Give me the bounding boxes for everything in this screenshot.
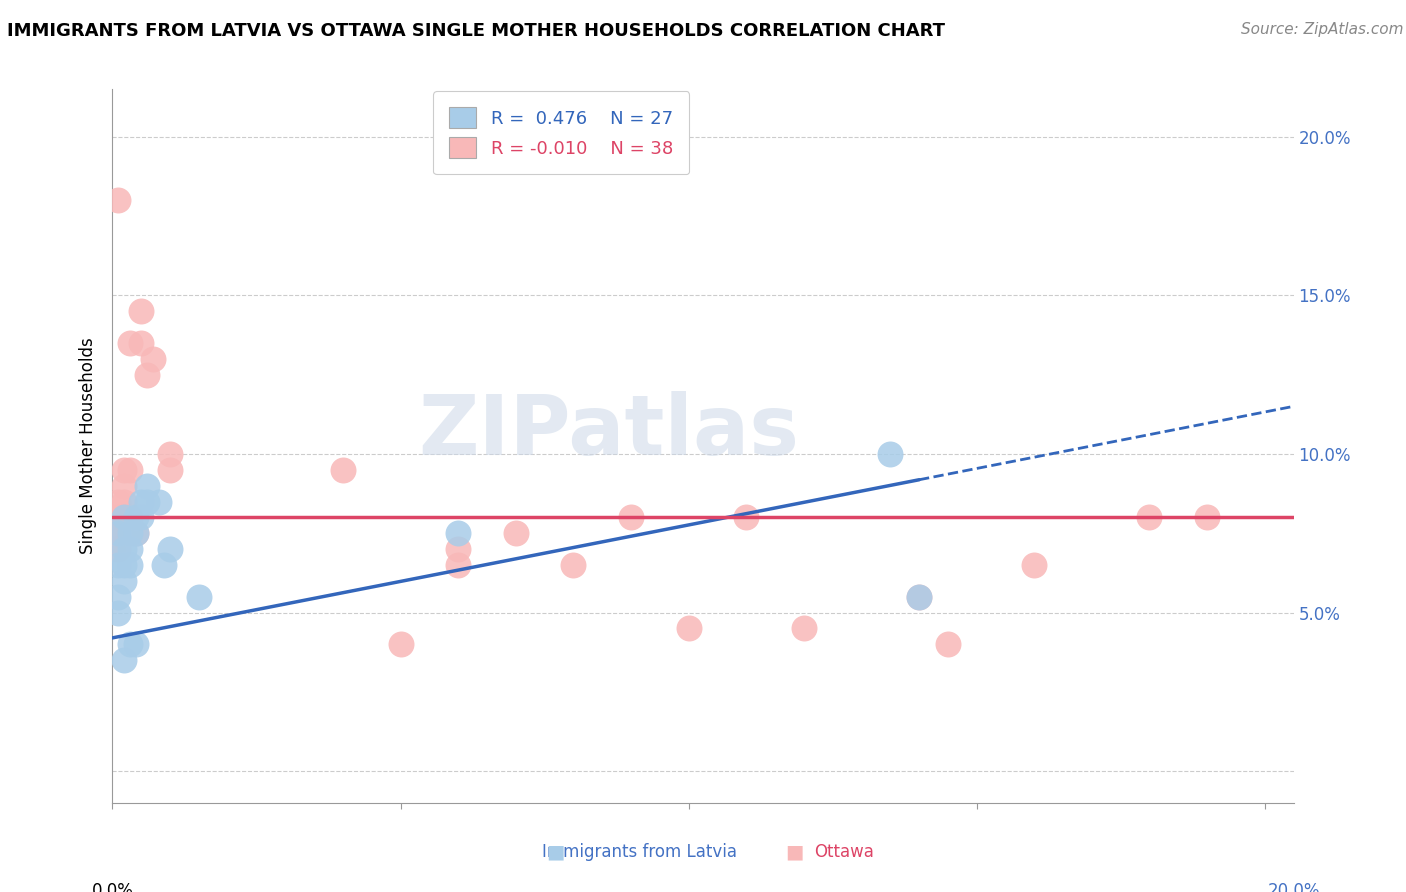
Point bbox=[908, 590, 931, 604]
Point bbox=[101, 510, 124, 524]
Point bbox=[153, 558, 176, 572]
Point bbox=[112, 463, 135, 477]
Point bbox=[107, 606, 129, 620]
Text: Immigrants from Latvia: Immigrants from Latvia bbox=[543, 843, 737, 861]
Text: 20.0%: 20.0% bbox=[1267, 882, 1320, 892]
Text: ■: ■ bbox=[785, 842, 804, 862]
Point bbox=[112, 510, 135, 524]
Point bbox=[908, 590, 931, 604]
Point bbox=[101, 526, 124, 541]
Point bbox=[129, 335, 152, 350]
Point bbox=[118, 542, 141, 557]
Point bbox=[118, 510, 141, 524]
Point bbox=[118, 526, 141, 541]
Text: 0.0%: 0.0% bbox=[91, 882, 134, 892]
Point bbox=[129, 510, 152, 524]
Y-axis label: Single Mother Households: Single Mother Households bbox=[79, 338, 97, 554]
Point bbox=[107, 558, 129, 572]
Text: ZIPatlas: ZIPatlas bbox=[418, 392, 799, 472]
Point bbox=[159, 542, 181, 557]
Point bbox=[118, 637, 141, 651]
Point bbox=[107, 526, 129, 541]
Point bbox=[620, 510, 643, 524]
Point bbox=[936, 637, 959, 651]
Point bbox=[148, 494, 170, 508]
Point bbox=[129, 494, 152, 508]
Point bbox=[107, 510, 129, 524]
Point bbox=[136, 478, 159, 492]
Point bbox=[678, 621, 700, 635]
Point bbox=[112, 494, 135, 508]
Point bbox=[124, 526, 146, 541]
Point bbox=[332, 463, 354, 477]
Point bbox=[187, 590, 209, 604]
Point bbox=[112, 510, 135, 524]
Point bbox=[107, 494, 129, 508]
Point bbox=[118, 526, 141, 541]
Point bbox=[124, 510, 146, 524]
Text: Source: ZipAtlas.com: Source: ZipAtlas.com bbox=[1240, 22, 1403, 37]
Text: Ottawa: Ottawa bbox=[814, 843, 873, 861]
Point bbox=[793, 621, 815, 635]
Point bbox=[735, 510, 758, 524]
Point bbox=[124, 526, 146, 541]
Point bbox=[159, 447, 181, 461]
Point bbox=[447, 542, 470, 557]
Point bbox=[159, 463, 181, 477]
Point bbox=[118, 335, 141, 350]
Point bbox=[107, 542, 129, 557]
Point bbox=[129, 304, 152, 318]
Point bbox=[136, 494, 159, 508]
Point bbox=[447, 558, 470, 572]
Point bbox=[1139, 510, 1161, 524]
Point bbox=[1197, 510, 1219, 524]
Point bbox=[107, 193, 129, 207]
Legend: R =  0.476    N = 27, R = -0.010    N = 38: R = 0.476 N = 27, R = -0.010 N = 38 bbox=[433, 91, 689, 174]
Point bbox=[124, 637, 146, 651]
Point bbox=[101, 542, 124, 557]
Point bbox=[107, 590, 129, 604]
Point bbox=[505, 526, 527, 541]
Point bbox=[118, 558, 141, 572]
Point bbox=[879, 447, 901, 461]
Point bbox=[136, 368, 159, 382]
Text: ■: ■ bbox=[546, 842, 565, 862]
Point bbox=[112, 574, 135, 588]
Point bbox=[118, 463, 141, 477]
Point bbox=[447, 526, 470, 541]
Text: IMMIGRANTS FROM LATVIA VS OTTAWA SINGLE MOTHER HOUSEHOLDS CORRELATION CHART: IMMIGRANTS FROM LATVIA VS OTTAWA SINGLE … bbox=[7, 22, 945, 40]
Point bbox=[107, 526, 129, 541]
Point bbox=[1024, 558, 1046, 572]
Point bbox=[112, 558, 135, 572]
Point bbox=[389, 637, 412, 651]
Point bbox=[112, 542, 135, 557]
Point bbox=[112, 653, 135, 667]
Point bbox=[142, 351, 165, 366]
Point bbox=[112, 478, 135, 492]
Point bbox=[562, 558, 585, 572]
